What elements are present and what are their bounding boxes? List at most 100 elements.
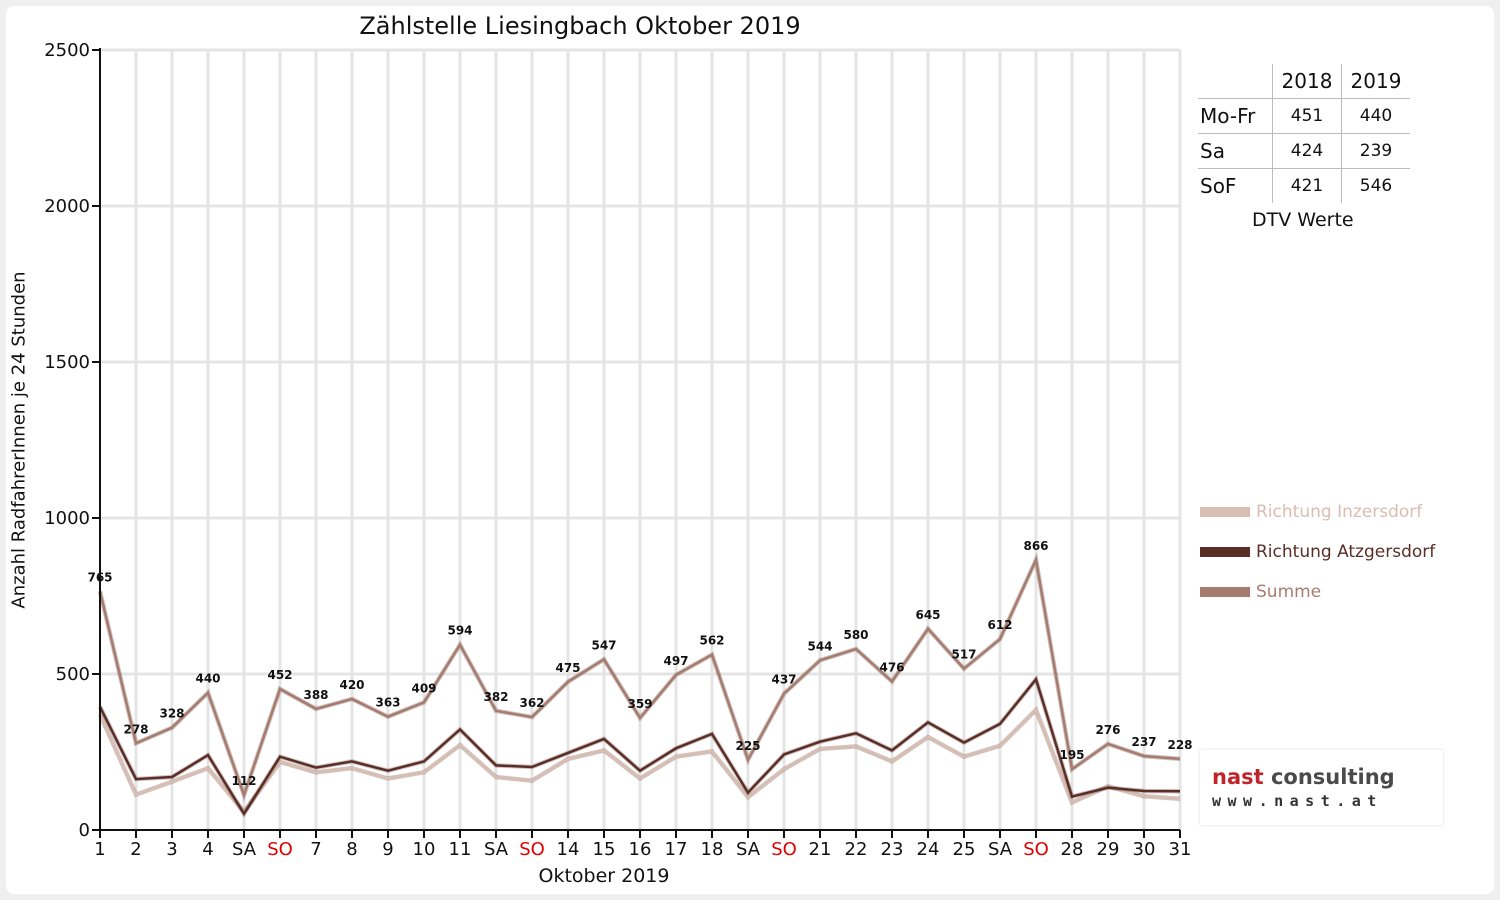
data-label: 645 (915, 608, 940, 622)
data-label: 497 (663, 654, 688, 668)
dtv-row-label: Mo-Fr (1198, 98, 1273, 134)
logo-url: www.nast.at (1212, 792, 1383, 810)
x-tick-label: 11 (449, 839, 472, 860)
company-logo: nast consulting www.nast.at (1200, 750, 1443, 825)
data-label: 382 (483, 690, 508, 704)
dtv-col-2019: 2019 (1341, 64, 1410, 99)
dtv-cell: 239 (1341, 133, 1410, 169)
x-tick-label: 30 (1133, 839, 1156, 860)
data-label: 328 (159, 707, 184, 721)
data-label: 475 (555, 661, 580, 675)
legend-item-atzgersdorf: Richtung Atzgersdorf (1200, 532, 1435, 572)
dtv-cell: 424 (1272, 133, 1342, 169)
x-tick-label: SO (267, 839, 293, 860)
logo-brand-red: nast (1212, 765, 1264, 789)
y-axis-label: Anzahl RadfahrerInnen je 24 Stunden (8, 271, 30, 609)
logo-brand-rest: consulting (1263, 765, 1395, 789)
x-tick-label: 7 (310, 839, 321, 860)
x-axis-label: Oktober 2019 (538, 865, 670, 887)
x-tick-label: SA (232, 839, 257, 860)
y-tick-label: 1000 (44, 508, 90, 529)
x-tick-label: 25 (953, 839, 976, 860)
x-tick-label: SA (736, 839, 761, 860)
x-tick-label: 10 (413, 839, 436, 860)
dtv-cell: 440 (1341, 98, 1410, 134)
series-line (98, 707, 1181, 814)
data-label: 437 (771, 673, 796, 687)
x-tick-label: 31 (1169, 839, 1192, 860)
series-line (98, 555, 1181, 799)
x-tick-label: 4 (202, 839, 213, 860)
x-tick-label: 21 (809, 839, 832, 860)
x-tick-label: SO (519, 839, 545, 860)
data-label: 237 (1131, 735, 1156, 749)
y-tick-label: 1500 (44, 352, 90, 373)
logo-wordmark: nast consulting (1212, 765, 1395, 789)
data-label: 547 (591, 638, 616, 652)
data-label: 476 (879, 660, 904, 674)
dtv-cell: 421 (1272, 168, 1342, 203)
legend: Richtung Inzersdorf Richtung Atzgersdorf… (1200, 492, 1435, 612)
dtv-table: 2018 2019 Mo-Fr 451 440 Sa 424 239 SoF 4… (1198, 64, 1410, 203)
y-tick-label: 0 (79, 820, 90, 841)
x-tick-label: 8 (346, 839, 357, 860)
data-label: 420 (339, 678, 364, 692)
data-label: 112 (231, 774, 256, 788)
data-label: 452 (267, 668, 292, 682)
legend-label: Richtung Atzgersdorf (1256, 542, 1436, 562)
dtv-col-2018: 2018 (1272, 64, 1342, 99)
x-tick-label: 16 (629, 839, 652, 860)
data-label: 225 (735, 739, 760, 753)
dtv-cell: 451 (1272, 98, 1342, 134)
y-tick-label: 2500 (44, 40, 90, 61)
dtv-caption: DTV Werte (1252, 209, 1354, 231)
dtv-row: SoF 421 546 (1198, 168, 1410, 203)
x-tick-label: 14 (557, 839, 580, 860)
x-tick-label: 23 (881, 839, 904, 860)
x-tick-label: SA (988, 839, 1013, 860)
dtv-cell: 546 (1341, 168, 1410, 203)
data-label: 440 (195, 672, 220, 686)
x-tick-label: 22 (845, 839, 868, 860)
data-label: 388 (303, 688, 328, 702)
data-label: 195 (1059, 748, 1084, 762)
legend-label: Richtung Inzersdorf (1256, 502, 1423, 522)
data-label: 228 (1167, 738, 1192, 752)
x-tick-label: SA (484, 839, 509, 860)
x-tick-label: 18 (701, 839, 724, 860)
data-label: 612 (987, 618, 1012, 632)
dtv-header-row: 2018 2019 (1198, 64, 1410, 99)
chart-title: Zählstelle Liesingbach Oktober 2019 (359, 12, 801, 40)
legend-swatch (1200, 587, 1250, 597)
legend-swatch (1200, 507, 1250, 517)
data-label: 544 (807, 639, 832, 653)
x-tick-label: 2 (130, 839, 141, 860)
dtv-row: Sa 424 239 (1198, 133, 1410, 169)
x-tick-label: SO (1023, 839, 1049, 860)
x-tick-label: SO (771, 839, 797, 860)
x-tick-label: 3 (166, 839, 177, 860)
data-label: 866 (1023, 539, 1048, 553)
data-label: 580 (843, 628, 868, 642)
x-tick-label: 28 (1061, 839, 1084, 860)
legend-item-summe: Summe (1200, 572, 1435, 612)
data-label: 276 (1095, 723, 1120, 737)
data-label: 594 (447, 624, 472, 638)
data-label: 362 (519, 696, 544, 710)
y-tick-label: 500 (56, 664, 90, 685)
x-tick-label: 15 (593, 839, 616, 860)
data-label: 517 (951, 648, 976, 662)
x-tick-label: 9 (382, 839, 393, 860)
legend-label: Summe (1256, 582, 1322, 602)
dtv-row-label: Sa (1198, 133, 1273, 169)
x-tick-label: 17 (665, 839, 688, 860)
x-tick-label: 29 (1097, 839, 1120, 860)
legend-swatch (1200, 547, 1250, 557)
y-tick-label: 2000 (44, 196, 90, 217)
x-tick-label: 1 (94, 839, 105, 860)
data-label: 359 (627, 697, 652, 711)
dtv-row: Mo-Fr 451 440 (1198, 98, 1410, 134)
data-label: 409 (411, 681, 436, 695)
legend-item-inzersdorf: Richtung Inzersdorf (1200, 492, 1435, 532)
